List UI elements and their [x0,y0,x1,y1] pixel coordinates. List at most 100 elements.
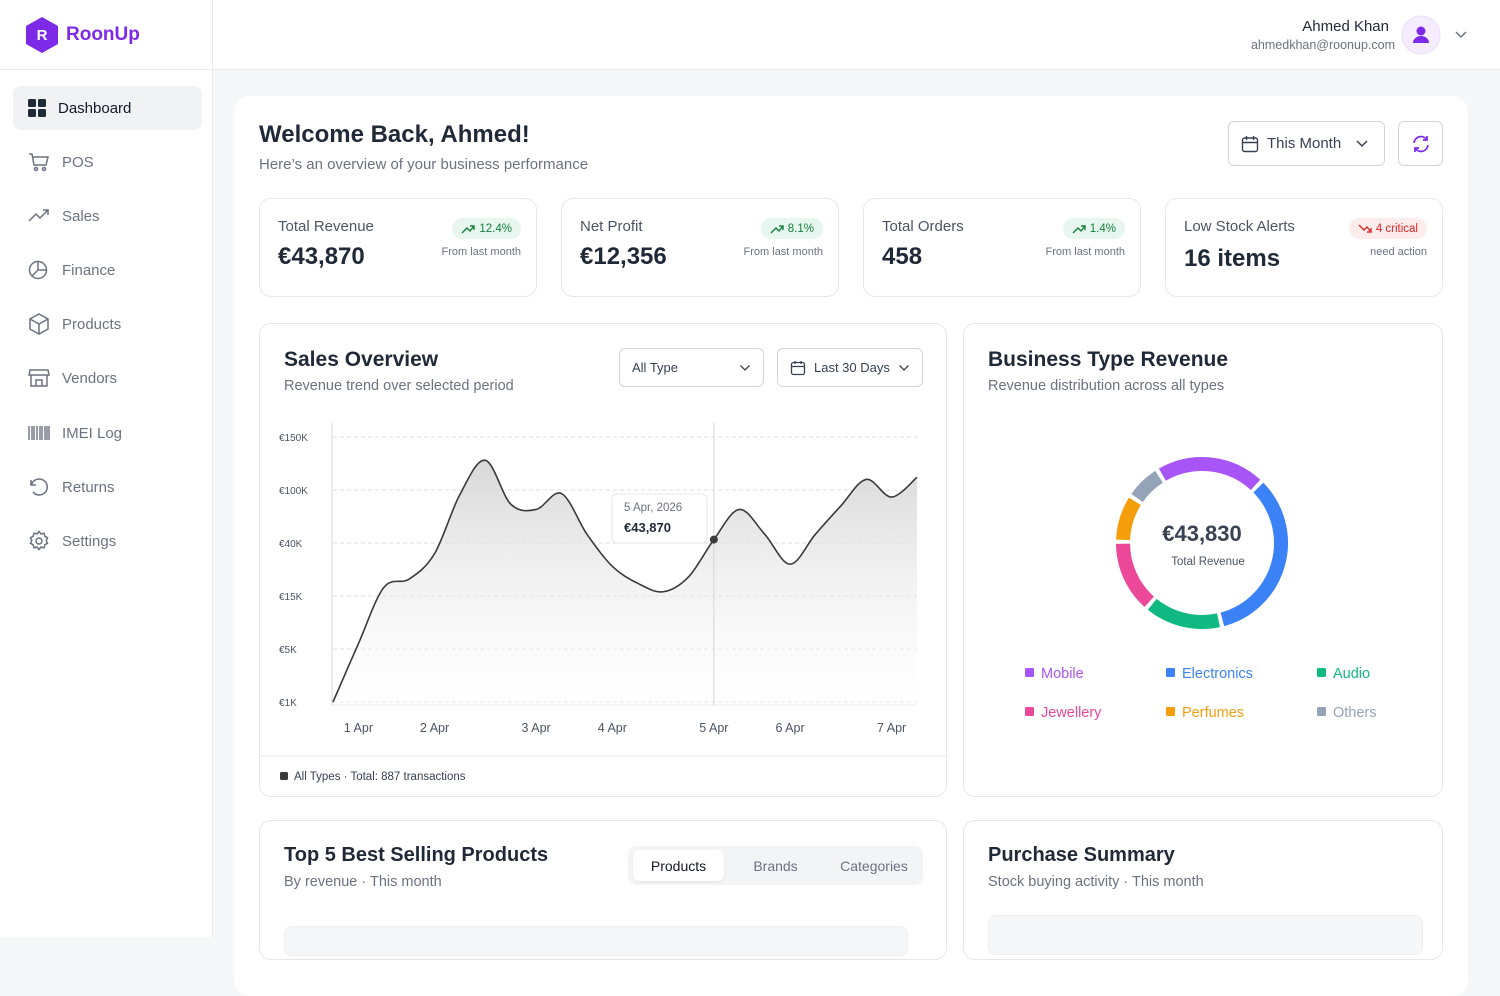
badge: 1.4% [1062,218,1125,239]
x-tick-label: 6 Apr [775,721,804,735]
y-tick-label: €1K [279,698,297,709]
x-tick-label: 5 Apr [699,721,728,735]
card-subtitle: Revenue trend over selected period [284,378,514,394]
nav-item[interactable]: Sales [13,194,202,238]
stat-label: Low Stock Alerts [1184,218,1295,235]
legend-swatch [1166,668,1175,677]
icon [28,99,46,117]
y-tick-label: €15K [279,592,303,603]
donut-segment [1131,470,1164,503]
badge-note: need action [1370,246,1427,258]
card-title: Purchase Summary [988,844,1175,866]
tab[interactable]: Categories [840,857,908,874]
card-subtitle: Stock buying activity · This month [988,874,1204,890]
icon [1241,135,1259,152]
user-name: Ahmed Khan [1302,18,1389,35]
legend-label: Electronics [1182,666,1253,682]
page-title: Welcome Back, Ahmed! [259,121,530,148]
stat-label: Total Orders [882,218,964,235]
badge-text: 12.4% [479,222,512,235]
nav-item[interactable]: Products [13,302,202,346]
icon [30,478,48,496]
tab[interactable]: Brands [753,857,798,874]
trend-icon [1072,224,1086,233]
nav-item[interactable]: Settings [13,519,202,563]
nav-label: IMEI Log [62,424,123,442]
logo: R [26,17,58,53]
badge: 12.4% [452,218,521,239]
donut-segment [1116,497,1141,541]
center-label: Total Revenue [1171,556,1245,568]
nav-item[interactable]: Dashboard [13,86,202,130]
card-subtitle: By revenue · This month [284,874,442,890]
nav-item[interactable]: POS [13,140,202,184]
nav-label: Dashboard [58,99,132,117]
nav-item[interactable]: IMEI Log [13,411,202,455]
center-value: €43,830 [1162,521,1242,546]
chevron [898,364,909,371]
chevron[interactable] [1454,30,1468,40]
donut-segment [1116,543,1155,607]
nav-item[interactable]: Returns [13,465,202,509]
legend-swatch [1025,707,1034,716]
summary-panel [988,915,1423,955]
icon [28,426,50,440]
card-title: Business Type Revenue [988,348,1229,371]
legend-swatch [1166,707,1175,716]
stat-value: €43,870 [278,243,365,270]
stat-label: Net Profit [580,218,643,235]
badge-text: 4 critical [1375,222,1418,235]
badge: 8.1% [760,218,823,239]
icon [28,369,50,387]
point [709,535,718,544]
chevron [1356,139,1368,147]
trend-icon [770,224,784,233]
stat-card [259,198,537,297]
refresh-button[interactable] [1398,121,1443,166]
filter-label: Last 30 Days [814,360,890,375]
legend-swatch [280,772,288,780]
chart-footer: All Types · Total: 887 transactions [294,771,466,783]
badge-text: 1.4% [1089,222,1116,235]
card-title: Top 5 Best Selling Products [284,844,549,866]
legend-label: Mobile [1041,666,1084,682]
legend-swatch [1317,707,1326,716]
nav-item[interactable]: Finance [13,248,202,292]
tooltip-date: 5 Apr, 2026 [624,502,682,514]
page-subtitle: Here’s an overview of your business perf… [259,156,589,173]
stat-label: Total Revenue [278,218,374,235]
tooltip-value: €43,870 [624,520,671,535]
legend-label: Audio [1333,666,1370,682]
stat-value: 16 items [1184,245,1281,272]
page: { "brand":"RoonUp","logo_letter":"R", "n… [0,0,1500,960]
topbar: Ahmed Khan ahmedkhan@roonup.com [213,0,1500,70]
donut-segment [1158,457,1261,491]
legend-label: Jewellery [1041,705,1102,721]
nav-label: POS [62,153,94,171]
avatar[interactable] [1401,15,1441,55]
nav-label: Finance [62,261,116,279]
brand: RoonUp [66,24,140,45]
nav-item[interactable]: Vendors [13,356,202,400]
line-chart: All Types · Total: 887 transactions €1K €… [260,423,946,783]
stat-card [1165,198,1443,297]
type-filter[interactable]: All Type [619,348,764,387]
period-label: This Month [1267,135,1342,152]
nav-label: Settings [62,532,117,550]
x-tick-label: 1 Apr [344,721,373,735]
badge: 4 critical [1348,218,1427,239]
icon [29,153,49,172]
icon [29,530,49,551]
stat-card [561,198,839,297]
donut-chart: €43,830 Total Revenue Mobile Electronics A… [1025,457,1377,721]
badge-note: From last month [441,246,521,258]
nav-label: Returns [62,478,115,496]
area [333,460,917,705]
icon [28,260,48,280]
trend-icon [1358,224,1372,233]
range-filter[interactable]: Last 30 Days [777,348,923,387]
legend-swatch [1317,668,1326,677]
logo-letter: R [37,27,48,44]
period-select[interactable]: This Month [1228,121,1385,166]
tab[interactable]: Products [633,850,724,881]
